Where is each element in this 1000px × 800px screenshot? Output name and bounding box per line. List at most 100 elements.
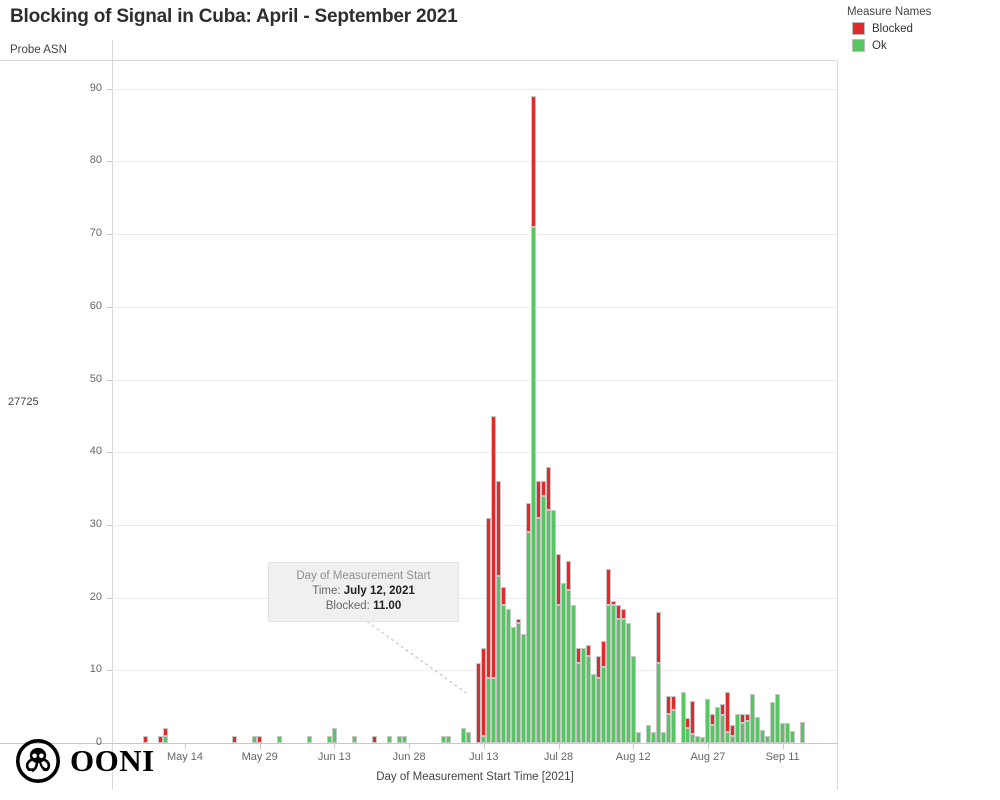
bar-segment-blocked[interactable] — [531, 95, 537, 227]
bar-segment-blocked[interactable] — [142, 735, 148, 743]
bar-segment-ok[interactable] — [800, 721, 806, 743]
bar-segment-blocked[interactable] — [516, 619, 522, 624]
bar-segment-ok[interactable] — [765, 736, 771, 743]
bar-segment-blocked[interactable] — [575, 648, 581, 664]
bar-segment-ok[interactable] — [610, 604, 616, 743]
bar-segment-ok[interactable] — [760, 729, 766, 743]
bar-segment-ok[interactable] — [635, 732, 641, 743]
bar-segment-blocked[interactable] — [476, 663, 482, 743]
bar-segment-blocked[interactable] — [720, 704, 726, 716]
bar-segment-blocked[interactable] — [536, 481, 542, 518]
bar-segment-blocked[interactable] — [371, 735, 377, 743]
bar-segment-ok[interactable] — [665, 713, 671, 743]
bar-segment-ok[interactable] — [401, 735, 407, 743]
bar-segment-ok[interactable] — [541, 495, 547, 743]
bar-segment-ok[interactable] — [645, 724, 651, 743]
legend-item-blocked[interactable]: Blocked — [847, 22, 997, 35]
bar-segment-ok[interactable] — [570, 604, 576, 743]
bar-segment-ok[interactable] — [496, 575, 502, 743]
bar-segment-blocked[interactable] — [585, 644, 591, 656]
bar-segment-blocked[interactable] — [232, 735, 238, 743]
bar-segment-blocked[interactable] — [725, 692, 731, 733]
bar-segment-blocked[interactable] — [670, 695, 676, 711]
bar-segment-blocked[interactable] — [665, 695, 671, 714]
bar-segment-ok[interactable] — [725, 732, 731, 743]
bar-segment-ok[interactable] — [396, 735, 402, 743]
bar-segment-ok[interactable] — [785, 722, 791, 743]
bar-segment-ok[interactable] — [506, 608, 512, 743]
bar-segment-blocked[interactable] — [610, 601, 616, 605]
bar-segment-ok[interactable] — [740, 722, 746, 743]
bar-segment-blocked[interactable] — [526, 503, 532, 533]
bar-segment-ok[interactable] — [700, 737, 706, 743]
bar-segment-ok[interactable] — [252, 735, 258, 743]
bar-segment-ok[interactable] — [775, 693, 781, 743]
bar-segment-ok[interactable] — [446, 735, 452, 743]
bar-segment-ok[interactable] — [590, 673, 596, 743]
bar-segment-ok[interactable] — [556, 604, 561, 743]
bar-segment-blocked[interactable] — [556, 553, 561, 605]
bar-segment-ok[interactable] — [526, 532, 532, 743]
bar-segment-ok[interactable] — [780, 722, 786, 743]
bar-segment-ok[interactable] — [441, 735, 447, 743]
bar-segment-blocked[interactable] — [685, 717, 691, 729]
bar-segment-ok[interactable] — [720, 715, 726, 743]
bar-segment-ok[interactable] — [625, 623, 631, 743]
bar-segment-ok[interactable] — [516, 623, 522, 743]
bar-segment-ok[interactable] — [715, 706, 721, 743]
bar-segment-ok[interactable] — [481, 735, 487, 743]
bar-segment-ok[interactable] — [575, 663, 581, 743]
bar-segment-blocked[interactable] — [481, 648, 487, 736]
bar-segment-ok[interactable] — [650, 732, 656, 743]
bar-segment-ok[interactable] — [511, 626, 517, 743]
bar-segment-blocked[interactable] — [605, 568, 611, 605]
bar-segment-ok[interactable] — [630, 655, 636, 743]
bar-segment-blocked[interactable] — [162, 728, 168, 736]
bar-segment-ok[interactable] — [560, 583, 566, 743]
bar-segment-blocked[interactable] — [690, 700, 696, 734]
bar-segment-ok[interactable] — [750, 694, 756, 743]
bar-segment-blocked[interactable] — [620, 608, 626, 620]
bar-segment-ok[interactable] — [755, 716, 761, 743]
bar-segment-ok[interactable] — [690, 733, 696, 743]
bar-segment-blocked[interactable] — [615, 604, 621, 620]
bar-segment-ok[interactable] — [710, 724, 716, 743]
bar-segment-ok[interactable] — [536, 517, 542, 743]
bar-segment-ok[interactable] — [486, 677, 492, 743]
bar-segment-blocked[interactable] — [745, 713, 751, 722]
bar-segment-blocked[interactable] — [565, 561, 571, 591]
bar-segment-ok[interactable] — [277, 735, 283, 743]
bar-segment-ok[interactable] — [595, 677, 601, 743]
bar-segment-ok[interactable] — [351, 735, 357, 743]
bar-segment-ok[interactable] — [585, 655, 591, 743]
bar-segment-ok[interactable] — [655, 663, 661, 743]
bar-segment-ok[interactable] — [790, 730, 796, 743]
bar-segment-blocked[interactable] — [740, 713, 746, 723]
bar-segment-ok[interactable] — [695, 735, 701, 743]
bar-segment-ok[interactable] — [735, 713, 741, 743]
bar-segment-blocked[interactable] — [257, 735, 263, 743]
bar-segment-ok[interactable] — [531, 226, 537, 743]
bar-segment-ok[interactable] — [551, 510, 557, 743]
bar-segment-ok[interactable] — [307, 735, 312, 743]
bar-segment-blocked[interactable] — [710, 713, 716, 725]
bar-segment-ok[interactable] — [501, 604, 507, 743]
bar-segment-ok[interactable] — [620, 619, 626, 743]
legend-item-ok[interactable]: Ok — [847, 39, 997, 52]
bar-segment-ok[interactable] — [770, 701, 776, 743]
bar-segment-ok[interactable] — [162, 735, 168, 743]
bar-segment-ok[interactable] — [615, 619, 621, 743]
bar-segment-blocked[interactable] — [600, 641, 606, 667]
bar-segment-ok[interactable] — [680, 692, 686, 743]
bar-segment-ok[interactable] — [466, 732, 472, 743]
bar-segment-ok[interactable] — [546, 510, 552, 743]
bar-segment-blocked[interactable] — [730, 724, 736, 736]
bar-segment-ok[interactable] — [565, 590, 571, 743]
bar-segment-ok[interactable] — [386, 735, 392, 743]
bar-segment-blocked[interactable] — [595, 655, 601, 678]
bar-segment-blocked[interactable] — [486, 517, 492, 678]
bar-segment-ok[interactable] — [331, 728, 337, 743]
bar-segment-blocked[interactable] — [491, 415, 497, 678]
bar-segment-ok[interactable] — [730, 735, 736, 743]
bar-segment-ok[interactable] — [326, 735, 332, 743]
